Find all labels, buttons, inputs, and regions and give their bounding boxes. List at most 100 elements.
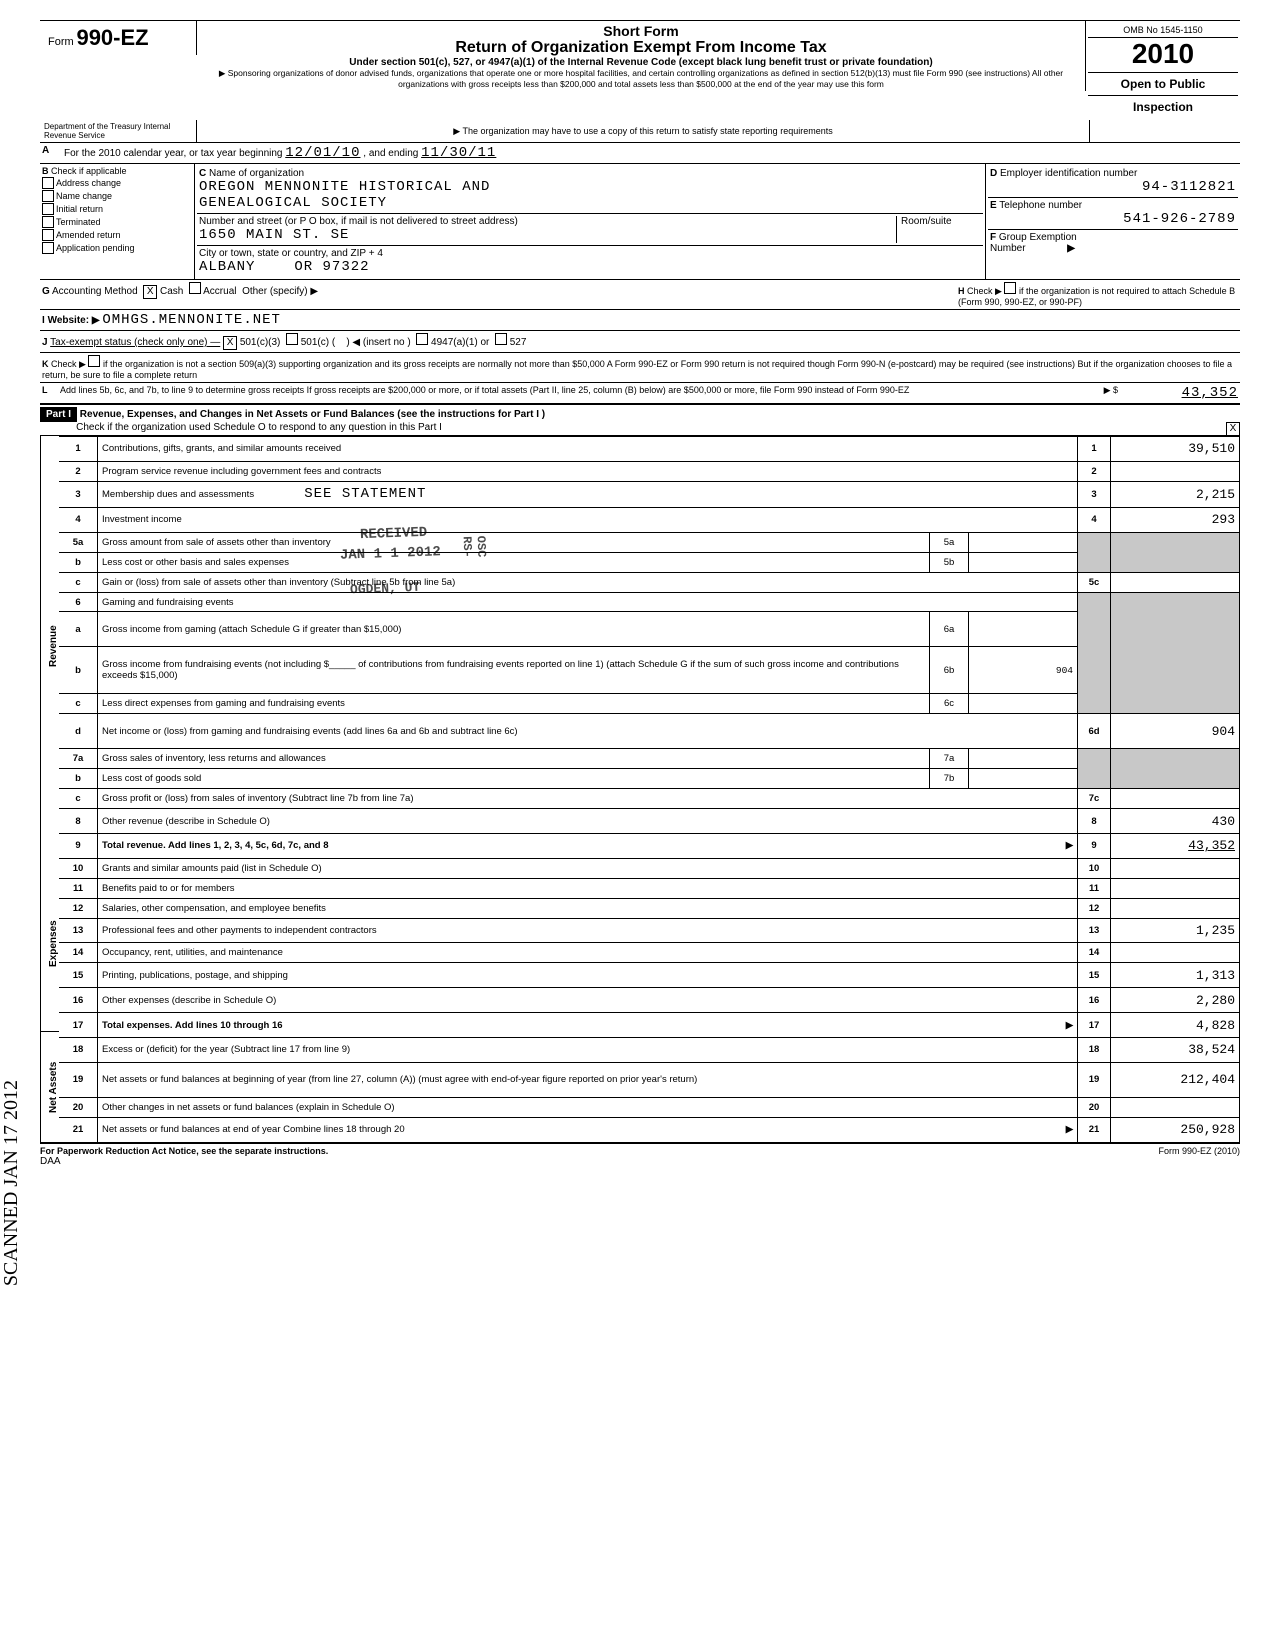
tax-year-end[interactable]: 11/30/11 [421,145,496,161]
col-b: B Check if applicable Address change Nam… [40,164,195,279]
checkbox-501c[interactable] [286,333,298,345]
checkbox-cash[interactable]: X [143,285,157,299]
dept-treasury: Department of the Treasury Internal Reve… [40,120,197,142]
part1-title: Revenue, Expenses, and Changes in Net As… [80,409,545,420]
checkbox-527[interactable] [495,333,507,345]
insert-no: ) ◀ (insert no ) [346,337,410,348]
ein-label: Employer identification number [1000,168,1137,179]
tax-year-begin[interactable]: 12/01/10 [285,145,360,161]
col-def: D Employer identification number 94-3112… [986,164,1240,279]
line-l: L Add lines 5b, 6c, and 7b, to line 9 to… [40,383,1240,404]
open-to-public: Open to Public [1088,73,1238,96]
form-label: Form [48,36,74,48]
table-row: 14Occupancy, rent, utilities, and mainte… [59,943,1240,963]
table-row: 11Benefits paid to or for members11 [59,878,1240,898]
inspection-label: Inspection [1088,96,1238,118]
opt-address: Address change [56,178,121,188]
state-zip: OR 97322 [294,259,369,275]
room-label: Room/suite [901,216,952,227]
table-row: 5aGross amount from sale of assets other… [59,532,1240,552]
line-j: J Tax-exempt status (check only one) — X… [40,331,1240,353]
street-label: Number and street (or P O box, if mail i… [199,216,518,227]
phone-label: Telephone number [999,200,1082,211]
line-a-mid: , and ending [363,148,418,159]
checkbox-501c3[interactable]: X [223,336,237,350]
paperwork-notice: For Paperwork Reduction Act Notice, see … [40,1146,328,1156]
checkbox-k[interactable] [88,355,100,367]
main-title: Return of Organization Exempt From Incom… [203,39,1079,57]
letter-b: B [42,166,49,176]
checkbox-terminated[interactable] [42,216,54,228]
lines-table-wrapper: Revenue Expenses Net Assets 1Contributio… [40,436,1240,1143]
l-text: Add lines 5b, 6c, and 7b, to line 9 to d… [60,385,1078,401]
line-a-text: For the 2010 calendar year, or tax year … [64,148,282,159]
table-row: 8Other revenue (describe in Schedule O)8… [59,809,1240,834]
checkbox-amended[interactable] [42,229,54,241]
phone-value: 541-926-2789 [990,211,1236,227]
line-b-label: Check if applicable [51,166,127,176]
website-label: Website: ▶ [48,315,100,326]
footer: For Paperwork Reduction Act Notice, see … [40,1143,1240,1156]
lines-table: 1Contributions, gifts, grants, and simil… [59,436,1240,1143]
table-row: 6Gaming and fundraising events [59,592,1240,612]
arrow-icon: ▶ [1067,243,1075,254]
checkbox-name-change[interactable] [42,190,54,202]
netassets-side-label: Net Assets [40,1032,59,1143]
title-cell: Short Form Return of Organization Exempt… [197,21,1086,91]
k-text: if the organization is not a section 509… [42,359,1232,380]
letter-h: H [958,286,965,296]
checkbox-accrual[interactable] [189,282,201,294]
omb-number: OMB No 1545-1150 [1088,23,1238,38]
street-address: 1650 MAIN ST. SE [199,227,349,243]
table-row: 3Membership dues and assessments SEE STA… [59,481,1240,507]
opt-initial: Initial return [56,204,103,214]
opt-4947: 4947(a)(1) or [431,337,489,348]
table-row: 20Other changes in net assets or fund ba… [59,1097,1240,1117]
letter-j: J [42,337,48,348]
table-row: bLess cost of goods sold7b [59,769,1240,789]
table-row: 9Total revenue. Add lines 1, 2, 3, 4, 5c… [59,833,1240,858]
tax-exempt-label: Tax-exempt status (check only one) — [50,337,220,348]
checkbox-initial-return[interactable] [42,203,54,215]
city-label: City or town, state or country, and ZIP … [199,248,383,259]
checkbox-h[interactable] [1004,282,1016,294]
table-row: 7aGross sales of inventory, less returns… [59,749,1240,769]
ein-value: 94-3112821 [990,179,1236,195]
letter-a: A [40,143,62,163]
other-label: Other (specify) ▶ [242,286,318,297]
opt-pending: Application pending [56,243,135,253]
col-c: C Name of organization OREGON MENNONITE … [195,164,986,279]
table-row: 15Printing, publications, postage, and s… [59,963,1240,988]
cash-label: Cash [160,286,183,297]
org-name-1: OREGON MENNONITE HISTORICAL AND [199,179,490,195]
h-check-label: Check ▶ [967,286,1002,296]
part1-label: Part I [40,407,77,422]
rsosc-stamp: RS-OSC [460,536,489,559]
letter-i: I [42,315,45,326]
letter-g: G [42,286,50,297]
line-gh: G Accounting Method X Cash Accrual Other… [40,280,1240,310]
return-note: ▶ The organization may have to use a cop… [197,120,1090,142]
table-row: dNet income or (loss) from gaming and fu… [59,714,1240,749]
checkbox-address-change[interactable] [42,177,54,189]
checkbox-pending[interactable] [42,242,54,254]
table-row: 1Contributions, gifts, grants, and simil… [59,437,1240,462]
see-statement: SEE STATEMENT [304,486,426,502]
letter-c: C [199,168,206,179]
opt-amended: Amended return [56,230,121,240]
table-row: 10Grants and similar amounts paid (list … [59,858,1240,878]
part1-header: Part I Revenue, Expenses, and Changes in… [40,404,1240,436]
checkbox-schedule-o[interactable]: X [1226,422,1240,436]
l-arrow: ▶ $ [1078,385,1118,401]
letter-d: D [990,168,997,179]
group-exempt-label: Group Exemption [999,232,1077,243]
checkbox-4947[interactable] [416,333,428,345]
city: ALBANY [199,259,255,275]
opt-501c3: 501(c)(3) [240,337,281,348]
opt-501c: 501(c) ( [301,337,335,348]
table-row: 19Net assets or fund balances at beginni… [59,1062,1240,1097]
year-cell: OMB No 1545-1150 2010 Open to Public Ins… [1086,21,1240,120]
table-row: 12Salaries, other compensation, and empl… [59,898,1240,918]
org-name-2: GENEALOGICAL SOCIETY [199,195,387,211]
sponsor-note: ▶ Sponsoring organizations of donor advi… [203,68,1079,89]
